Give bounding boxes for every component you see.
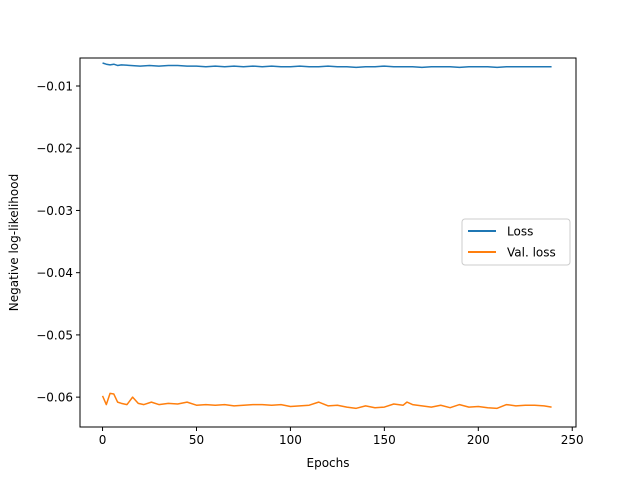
y-tick-label: −0.02	[36, 142, 73, 156]
y-tick-label: −0.04	[36, 266, 73, 280]
x-tick-label: 150	[373, 433, 396, 447]
plot-area	[79, 57, 577, 428]
series-line-val-loss	[101, 392, 552, 410]
axes-frame	[79, 57, 577, 428]
legend-label-val-loss: Val. loss	[507, 246, 556, 260]
series-line-loss	[102, 62, 552, 69]
x-tick-label: 100	[279, 433, 302, 447]
x-axis-label: Epochs	[307, 456, 350, 470]
y-tick-label: −0.01	[36, 80, 73, 94]
y-tick-label: −0.05	[36, 328, 73, 342]
legend: Loss Val. loss	[461, 218, 571, 266]
x-tick-label: 50	[189, 433, 204, 447]
x-tick-label: 250	[561, 433, 584, 447]
y-tick-label: −0.03	[36, 204, 73, 218]
x-axis-ticks: 0 50 100 150 200 250	[99, 427, 584, 447]
y-axis-label: Negative log-likelihood	[7, 174, 21, 311]
y-axis-ticks: −0.06 −0.05 −0.04 −0.03 −0.02 −0.01	[36, 80, 80, 405]
x-tick-label: 0	[99, 433, 107, 447]
y-tick-label: −0.06	[36, 391, 73, 405]
x-tick-label: 200	[467, 433, 490, 447]
series-layer	[101, 62, 552, 410]
legend-label-loss: Loss	[507, 225, 533, 239]
